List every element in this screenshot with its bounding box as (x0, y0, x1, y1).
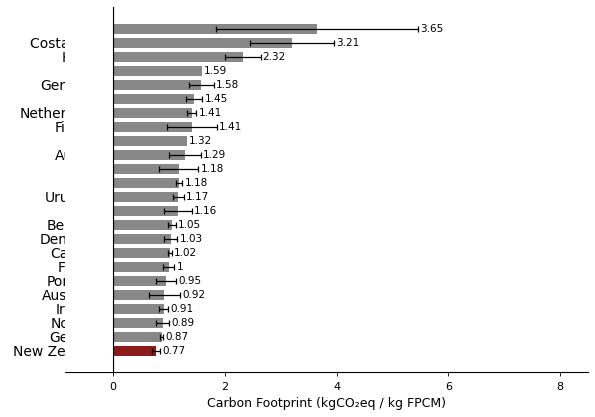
Bar (113, 122, 192, 132)
Text: 0.89: 0.89 (171, 318, 195, 328)
Text: 1.03: 1.03 (180, 234, 202, 244)
Text: n = 22: n = 22 (78, 80, 108, 89)
Text: n = 22: n = 22 (78, 206, 108, 215)
Text: 1.18: 1.18 (201, 164, 224, 174)
Text: 1.16: 1.16 (194, 206, 217, 216)
Text: n = 7: n = 7 (84, 192, 108, 201)
Bar (113, 234, 171, 244)
Text: n = 7: n = 7 (84, 38, 108, 47)
Text: n = 16: n = 16 (78, 304, 108, 313)
Bar (113, 220, 171, 230)
Text: 3.21: 3.21 (337, 38, 360, 48)
Text: 1.58: 1.58 (216, 80, 239, 90)
Text: 1.29: 1.29 (203, 150, 226, 160)
Bar (113, 52, 243, 62)
Text: 3.65: 3.65 (420, 24, 443, 34)
Bar (113, 93, 194, 104)
Bar (65, 7, 113, 372)
Text: n = 3: n = 3 (84, 108, 108, 117)
Text: 0.91: 0.91 (171, 304, 193, 314)
Text: n = 53: n = 53 (78, 178, 108, 187)
Text: n = 2: n = 2 (84, 122, 108, 131)
Text: 1.59: 1.59 (204, 65, 227, 75)
Text: 2.32: 2.32 (263, 52, 286, 62)
Bar (113, 38, 292, 48)
Bar (113, 192, 178, 202)
Text: n = 12: n = 12 (78, 234, 108, 243)
Text: 1.18: 1.18 (184, 178, 208, 188)
Bar (113, 346, 156, 356)
Bar (113, 206, 178, 216)
Text: n = 7: n = 7 (84, 318, 108, 327)
Bar (113, 23, 317, 34)
Bar (113, 163, 179, 174)
Bar (113, 304, 164, 314)
Text: n = 1: n = 1 (84, 136, 108, 145)
Text: 1.02: 1.02 (174, 248, 197, 258)
Bar (113, 65, 202, 75)
Text: 1.41: 1.41 (219, 122, 242, 132)
Bar (113, 262, 169, 272)
Bar (113, 290, 164, 300)
Text: n = 2: n = 2 (84, 248, 108, 257)
Text: n = 2: n = 2 (84, 276, 108, 285)
Text: n = 2: n = 2 (84, 290, 108, 299)
Text: 0.95: 0.95 (178, 276, 202, 286)
Text: n = 6: n = 6 (84, 24, 108, 33)
Bar (113, 318, 162, 328)
Text: 0.77: 0.77 (162, 346, 186, 356)
Text: 1.17: 1.17 (186, 192, 209, 202)
Text: 1.05: 1.05 (178, 220, 201, 230)
Bar (113, 150, 185, 160)
Bar (113, 108, 192, 118)
Text: 1.41: 1.41 (199, 108, 222, 118)
Text: n = 21: n = 21 (78, 220, 108, 229)
Text: n = 7: n = 7 (84, 346, 108, 355)
Text: n = 13: n = 13 (78, 94, 108, 103)
Bar (113, 136, 187, 146)
Text: 0.92: 0.92 (182, 290, 205, 300)
Bar (113, 178, 179, 188)
Text: n = 1: n = 1 (84, 66, 108, 75)
Text: n = 21: n = 21 (78, 262, 108, 271)
X-axis label: Carbon Footprint (kgCO₂eq / kg FPCM): Carbon Footprint (kgCO₂eq / kg FPCM) (207, 397, 446, 410)
Text: n = 2: n = 2 (84, 52, 108, 61)
Text: n = 12: n = 12 (78, 164, 108, 173)
Bar (113, 276, 166, 286)
Text: n = 2: n = 2 (84, 332, 108, 341)
Text: n = 4: n = 4 (84, 150, 108, 159)
Text: 1.32: 1.32 (189, 136, 212, 146)
Text: 1.45: 1.45 (205, 94, 228, 104)
Text: 1: 1 (177, 262, 183, 272)
Bar (113, 332, 162, 342)
Text: 0.87: 0.87 (165, 332, 189, 342)
Bar (113, 248, 170, 258)
Bar (113, 80, 201, 90)
